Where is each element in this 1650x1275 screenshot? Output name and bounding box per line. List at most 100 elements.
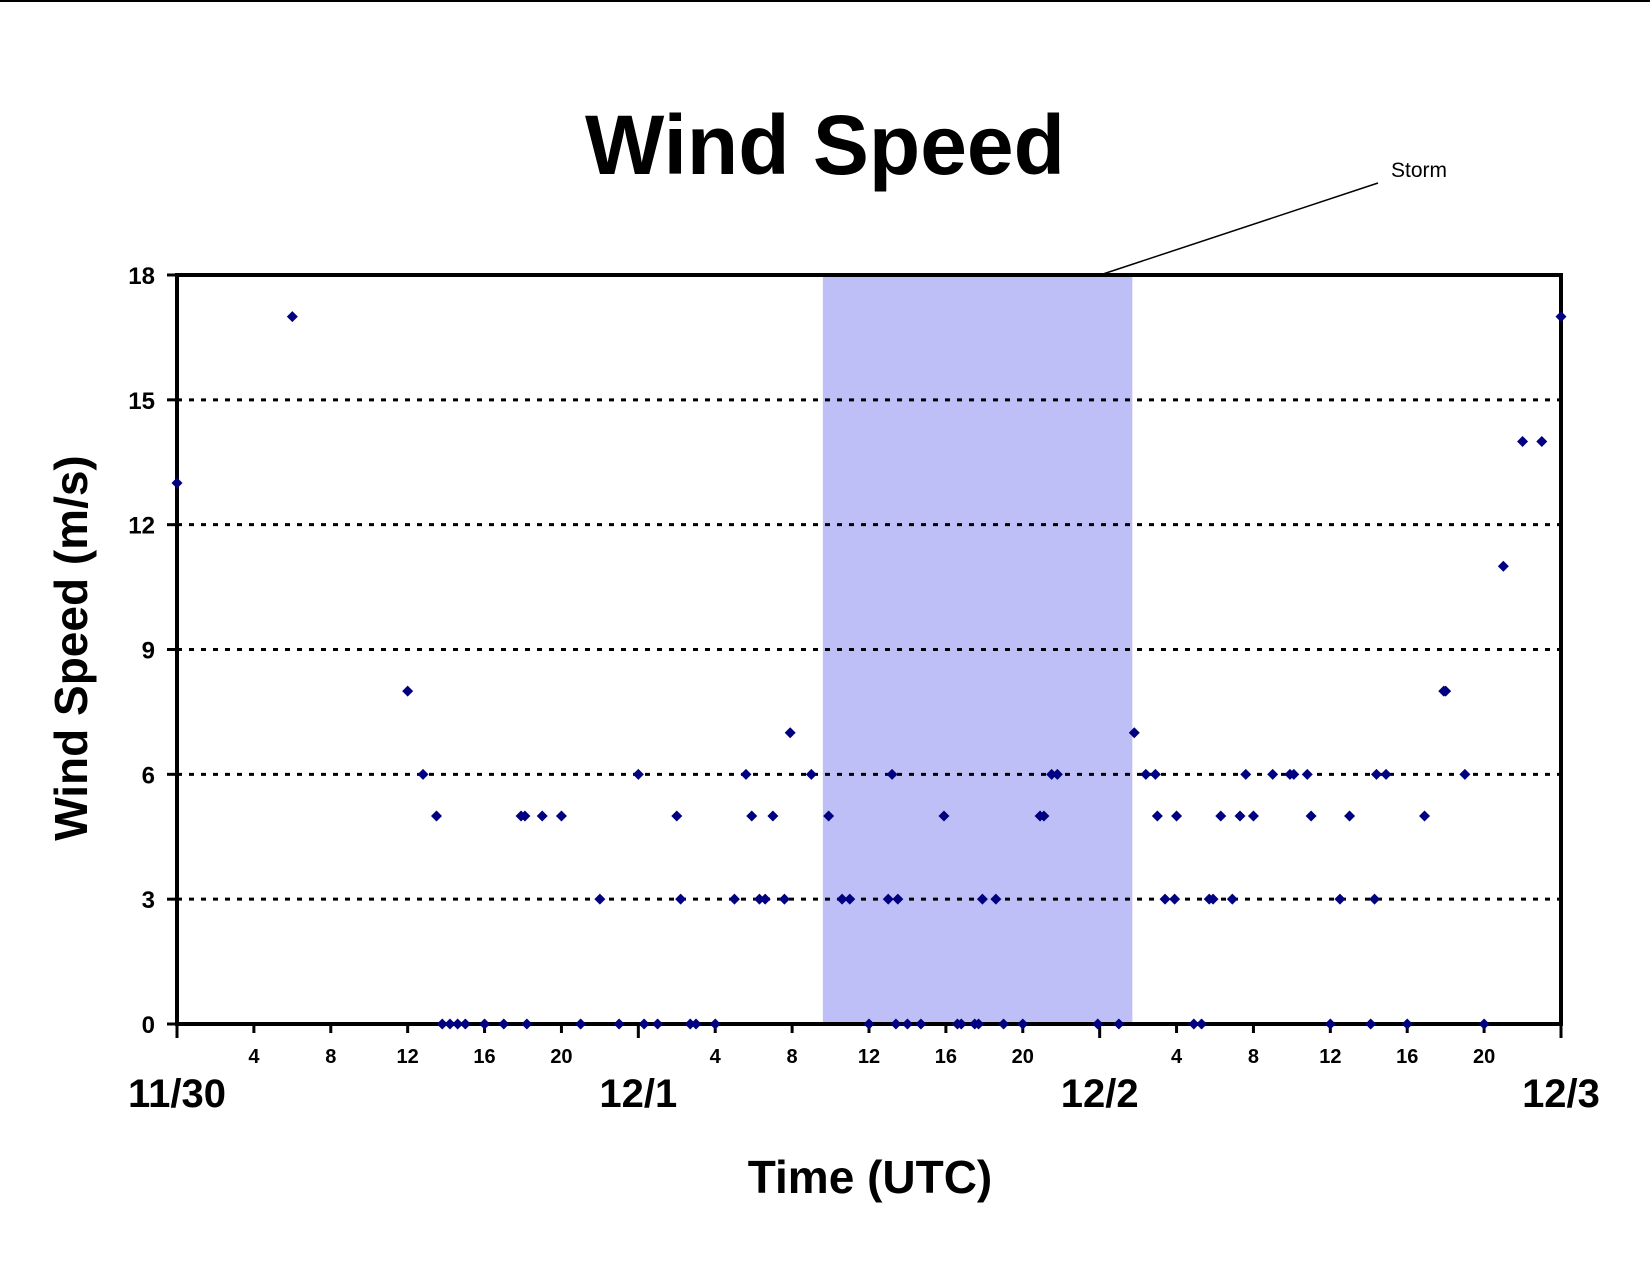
- y-tick-label: 0: [142, 1012, 155, 1039]
- data-point: [1092, 1018, 1104, 1030]
- data-point: [1149, 768, 1161, 780]
- data-point: [171, 477, 183, 489]
- data-point: [498, 1018, 510, 1030]
- data-point: [536, 810, 548, 822]
- data-point: [1365, 1018, 1377, 1030]
- data-point: [1267, 768, 1279, 780]
- x-tick-label: 8: [325, 1046, 336, 1068]
- data-point: [519, 810, 531, 822]
- data-point: [1517, 435, 1529, 447]
- data-point: [844, 893, 856, 905]
- data-point: [1380, 768, 1392, 780]
- data-point: [863, 1018, 875, 1030]
- data-point: [1128, 727, 1140, 739]
- data-point: [613, 1018, 625, 1030]
- data-point: [1169, 893, 1181, 905]
- x-day-label: 12/3: [1522, 1072, 1600, 1116]
- data-point: [671, 810, 683, 822]
- data-point: [690, 1018, 702, 1030]
- data-point: [1140, 768, 1152, 780]
- data-point: [1459, 768, 1471, 780]
- x-tick-label: 16: [473, 1046, 495, 1068]
- data-point: [1344, 810, 1356, 822]
- x-tick-label: 12: [1319, 1046, 1341, 1068]
- data-point: [836, 893, 848, 905]
- data-point: [901, 1018, 913, 1030]
- x-day-label: 12/2: [1061, 1072, 1139, 1116]
- data-point: [594, 893, 606, 905]
- data-point: [955, 1018, 967, 1030]
- data-point: [1247, 810, 1259, 822]
- data-point: [805, 768, 817, 780]
- data-point: [1555, 311, 1567, 323]
- x-day-label: 12/1: [599, 1072, 677, 1116]
- data-point: [998, 1018, 1010, 1030]
- data-points: [171, 311, 1567, 1030]
- y-tick-label: 6: [142, 762, 155, 789]
- x-tick-label: 4: [710, 1046, 722, 1068]
- data-point: [632, 768, 644, 780]
- data-point: [1017, 1018, 1029, 1030]
- data-point: [638, 1018, 650, 1030]
- data-point: [1207, 893, 1219, 905]
- storm-annotation-line: [1099, 182, 1379, 276]
- data-point: [823, 810, 835, 822]
- data-point: [286, 311, 298, 323]
- data-point: [746, 810, 758, 822]
- x-tick-label: 12: [397, 1046, 419, 1068]
- data-point: [1301, 768, 1313, 780]
- x-tick-label: 4: [248, 1046, 260, 1068]
- data-point: [990, 893, 1002, 905]
- data-point: [882, 893, 894, 905]
- data-point: [1159, 893, 1171, 905]
- x-tick-label: 8: [787, 1046, 798, 1068]
- data-point: [1440, 685, 1452, 697]
- data-point: [555, 810, 567, 822]
- x-axis-title: Time (UTC): [748, 1151, 993, 1203]
- data-point: [1497, 560, 1509, 572]
- data-point: [1234, 810, 1246, 822]
- data-point: [1113, 1018, 1125, 1030]
- x-tick-label: 20: [550, 1046, 572, 1068]
- data-point: [575, 1018, 587, 1030]
- data-point: [1288, 768, 1300, 780]
- data-point: [784, 727, 796, 739]
- data-point: [1038, 810, 1050, 822]
- y-tick-label: 15: [128, 388, 155, 415]
- data-point: [1188, 1018, 1200, 1030]
- data-point: [1051, 768, 1063, 780]
- data-point: [436, 1018, 448, 1030]
- data-point: [886, 768, 898, 780]
- data-point: [753, 893, 765, 905]
- storm-shaded-region: [822, 275, 1133, 1024]
- data-point: [973, 1018, 985, 1030]
- data-point: [417, 768, 429, 780]
- data-point: [1215, 810, 1227, 822]
- data-point: [402, 685, 414, 697]
- data-point: [1536, 435, 1548, 447]
- data-point: [684, 1018, 696, 1030]
- data-point: [740, 768, 752, 780]
- y-tick-label: 3: [142, 887, 155, 914]
- data-point: [1171, 810, 1183, 822]
- data-point: [1046, 768, 1058, 780]
- x-day-label: 11/30: [128, 1072, 226, 1116]
- data-point: [452, 1018, 464, 1030]
- data-point: [1478, 1018, 1490, 1030]
- data-point: [976, 893, 988, 905]
- gridlines: [177, 398, 1561, 901]
- data-point: [890, 1018, 902, 1030]
- storm-annotation: Storm: [1391, 159, 1447, 182]
- data-point: [521, 1018, 533, 1030]
- y-axis-title: Wind Speed (m/s): [45, 455, 97, 841]
- chart-title: Wind Speed: [585, 98, 1065, 192]
- data-point: [1151, 810, 1163, 822]
- y-tick-label: 9: [142, 638, 155, 665]
- data-point: [709, 1018, 721, 1030]
- y-tick-label: 12: [128, 513, 155, 540]
- x-tick-label: 20: [1012, 1046, 1034, 1068]
- data-point: [1324, 1018, 1336, 1030]
- data-point: [915, 1018, 927, 1030]
- data-point: [675, 893, 687, 905]
